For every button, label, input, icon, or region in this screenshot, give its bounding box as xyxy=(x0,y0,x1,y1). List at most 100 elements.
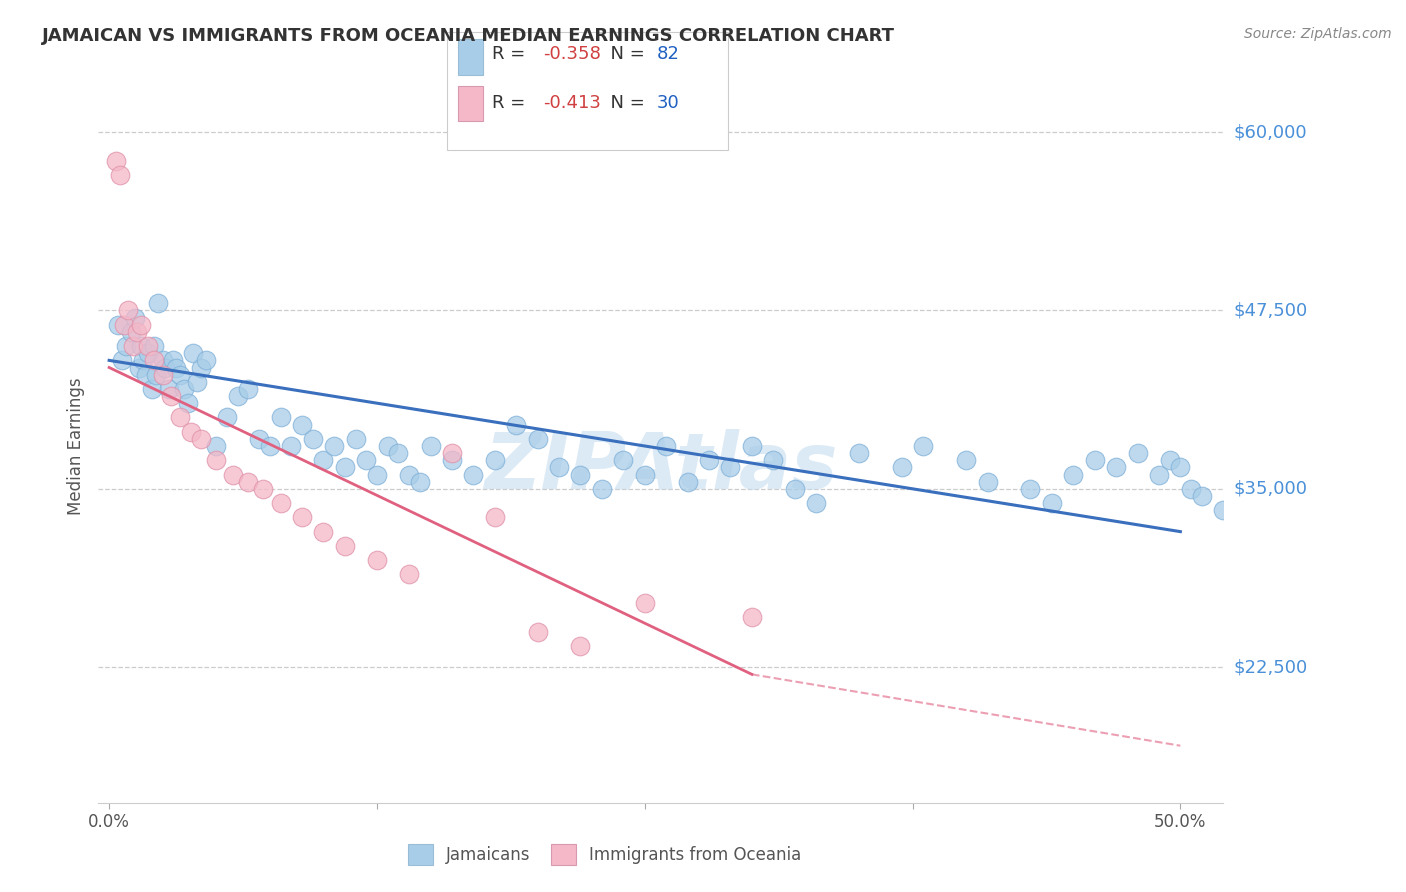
Point xyxy=(676,475,699,489)
Point xyxy=(612,453,634,467)
Point xyxy=(1170,460,1192,475)
Point xyxy=(634,596,657,610)
Point xyxy=(655,439,678,453)
Text: R =: R = xyxy=(492,45,531,62)
Point xyxy=(848,446,870,460)
Point xyxy=(173,382,195,396)
Text: $60,000: $60,000 xyxy=(1234,123,1308,141)
Point xyxy=(121,339,143,353)
Point xyxy=(409,475,432,489)
Point xyxy=(136,346,159,360)
Point xyxy=(181,346,204,360)
Point xyxy=(1040,496,1063,510)
Point xyxy=(440,453,463,467)
Point xyxy=(1147,467,1170,482)
Point xyxy=(398,467,420,482)
Point xyxy=(157,382,180,396)
Point xyxy=(152,368,174,382)
Point xyxy=(165,360,187,375)
Text: R =: R = xyxy=(492,95,531,112)
Point xyxy=(238,382,260,396)
Point xyxy=(1105,460,1128,475)
Point xyxy=(1212,503,1234,517)
Point xyxy=(976,475,998,489)
Point xyxy=(291,417,314,432)
Point xyxy=(194,353,217,368)
Point xyxy=(125,325,148,339)
FancyBboxPatch shape xyxy=(458,39,484,75)
Point xyxy=(333,460,356,475)
Point xyxy=(107,318,129,332)
Point xyxy=(741,610,763,624)
Point xyxy=(129,339,152,353)
Point xyxy=(190,360,212,375)
Point xyxy=(143,339,166,353)
Point xyxy=(634,467,657,482)
Point xyxy=(169,368,191,382)
Text: $35,000: $35,000 xyxy=(1234,480,1308,498)
Point xyxy=(104,153,127,168)
Point xyxy=(591,482,613,496)
Point xyxy=(762,453,785,467)
Point xyxy=(128,360,150,375)
Point xyxy=(1159,453,1181,467)
Point xyxy=(186,375,208,389)
Point xyxy=(569,639,592,653)
Point xyxy=(312,524,335,539)
Point xyxy=(226,389,249,403)
Point xyxy=(1191,489,1213,503)
Point xyxy=(804,496,827,510)
Text: -0.358: -0.358 xyxy=(543,45,600,62)
Point xyxy=(247,432,270,446)
Point xyxy=(162,353,184,368)
Point xyxy=(1019,482,1042,496)
Text: 82: 82 xyxy=(657,45,679,62)
Point xyxy=(115,339,138,353)
Point xyxy=(484,510,506,524)
Point xyxy=(783,482,806,496)
Point xyxy=(252,482,274,496)
Point xyxy=(912,439,935,453)
Point xyxy=(697,453,720,467)
FancyBboxPatch shape xyxy=(458,86,484,121)
Text: -0.413: -0.413 xyxy=(543,95,600,112)
Legend: Jamaicans, Immigrants from Oceania: Jamaicans, Immigrants from Oceania xyxy=(399,836,810,873)
Point xyxy=(180,425,202,439)
Point xyxy=(741,439,763,453)
Point xyxy=(440,446,463,460)
Point xyxy=(1126,446,1149,460)
Point xyxy=(333,539,356,553)
Text: 30: 30 xyxy=(657,95,679,112)
Point xyxy=(215,410,238,425)
Point xyxy=(366,553,388,567)
Point xyxy=(890,460,912,475)
Point xyxy=(280,439,302,453)
Point xyxy=(120,325,142,339)
Point xyxy=(270,496,292,510)
Point xyxy=(377,439,399,453)
Point xyxy=(259,439,281,453)
Point xyxy=(1180,482,1202,496)
Point xyxy=(117,303,139,318)
Point xyxy=(720,460,742,475)
Point xyxy=(205,453,228,467)
Point xyxy=(548,460,571,475)
Point xyxy=(145,368,167,382)
Text: $47,500: $47,500 xyxy=(1234,301,1308,319)
Point xyxy=(387,446,409,460)
Point xyxy=(177,396,200,410)
Point xyxy=(419,439,441,453)
Point xyxy=(1084,453,1107,467)
Point xyxy=(323,439,346,453)
Text: ZIPAtlas: ZIPAtlas xyxy=(484,429,838,506)
Point xyxy=(160,389,183,403)
Point xyxy=(190,432,212,446)
Point xyxy=(312,453,335,467)
Point xyxy=(354,453,377,467)
FancyBboxPatch shape xyxy=(447,32,728,150)
Point xyxy=(111,353,134,368)
Point xyxy=(143,353,166,368)
Point xyxy=(169,410,191,425)
Text: N =: N = xyxy=(599,45,651,62)
Point xyxy=(222,467,245,482)
